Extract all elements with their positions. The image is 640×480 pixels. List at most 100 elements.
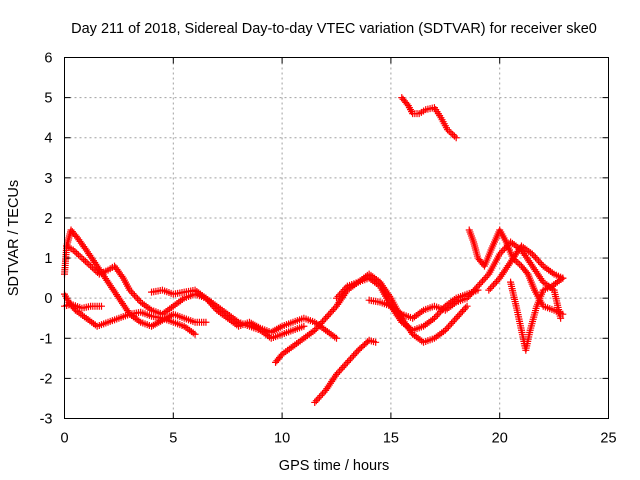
- data-point: [454, 313, 462, 321]
- y-tick-labels: -3 -2 -1 0 1 2 3 4 5 6: [40, 51, 53, 428]
- data-point: [312, 325, 320, 333]
- data-point: [447, 129, 455, 137]
- data-point: [486, 284, 494, 292]
- data-point: [339, 287, 347, 295]
- y-tick-label: 5: [44, 91, 52, 107]
- series-sat-g: [311, 336, 380, 406]
- data-point: [81, 257, 89, 265]
- series-sat-k: [465, 226, 567, 318]
- data-point: [450, 132, 458, 140]
- data-point: [129, 290, 137, 298]
- data-point: [523, 268, 531, 276]
- data-point: [336, 367, 344, 375]
- data-point: [135, 296, 143, 304]
- data-point: [320, 388, 328, 396]
- data-point: [479, 277, 487, 285]
- data-point: [81, 244, 89, 252]
- data-point: [126, 286, 134, 294]
- data-point: [328, 307, 336, 315]
- data-point: [559, 310, 567, 318]
- data-point: [403, 100, 411, 108]
- data-point: [210, 303, 218, 311]
- data-point: [340, 286, 348, 294]
- data-point: [320, 316, 328, 324]
- data-point: [475, 280, 483, 288]
- data-point: [494, 276, 502, 284]
- data-point: [530, 252, 538, 260]
- data-point: [457, 309, 465, 317]
- data-point: [491, 279, 499, 287]
- axis-ticks: [64, 57, 609, 419]
- y-axis-label: SDTVAR / TECUs: [6, 180, 22, 296]
- data-point: [472, 284, 480, 292]
- data-point: [333, 370, 340, 378]
- data-point: [535, 257, 543, 265]
- data-point: [319, 318, 327, 326]
- series-sat-j: [398, 94, 460, 142]
- data-point: [211, 304, 219, 312]
- series-sat-l: [507, 274, 567, 354]
- data-point: [83, 259, 91, 267]
- data-point: [317, 392, 325, 400]
- data-point: [97, 302, 105, 310]
- data-point: [448, 319, 456, 327]
- data-point: [480, 275, 488, 283]
- data-point: [202, 318, 210, 326]
- data-point: [485, 286, 493, 294]
- x-tick-label: 15: [383, 431, 399, 447]
- data-point: [340, 362, 348, 370]
- y-tick-label: -3: [40, 412, 53, 428]
- data-point: [469, 287, 477, 295]
- data-point: [449, 131, 457, 139]
- y-tick-label: 0: [44, 291, 52, 307]
- data-point: [434, 311, 442, 319]
- data-point: [80, 256, 88, 264]
- y-tick-label: 4: [44, 131, 52, 147]
- data-point: [364, 338, 372, 346]
- y-tick-label: 6: [44, 51, 52, 67]
- y-tick-label: -1: [40, 331, 53, 347]
- data-point: [430, 314, 438, 322]
- x-tick-label: 20: [492, 431, 508, 447]
- data-point: [342, 284, 350, 292]
- data-point: [441, 326, 449, 334]
- data-point: [311, 326, 319, 334]
- data-point: [559, 274, 567, 282]
- y-tick-label: 2: [44, 211, 52, 227]
- x-tick-labels: 0 5 10 15 20 25: [60, 431, 616, 447]
- data-point: [346, 355, 354, 363]
- data-point: [444, 323, 452, 331]
- data-point: [337, 365, 345, 373]
- data-point: [455, 311, 463, 319]
- series-sat-m: [485, 242, 567, 294]
- data-point: [339, 364, 347, 372]
- data-point: [331, 304, 339, 312]
- data-point: [329, 306, 337, 314]
- data-point: [73, 249, 81, 257]
- data-point: [353, 348, 361, 356]
- data-point: [497, 248, 505, 256]
- data-point: [536, 259, 544, 267]
- data-point: [207, 299, 215, 307]
- data-point: [460, 306, 468, 314]
- data-point: [348, 353, 356, 361]
- data-point: [118, 272, 126, 280]
- data-point: [208, 301, 216, 309]
- data-point: [333, 294, 340, 302]
- data-point: [315, 321, 323, 329]
- data-point: [342, 360, 350, 368]
- data-point: [432, 313, 440, 321]
- data-point: [499, 247, 507, 255]
- data-point: [465, 292, 473, 300]
- data-point: [134, 295, 142, 303]
- data-point: [325, 311, 333, 319]
- data-point: [488, 283, 496, 291]
- data-point: [202, 294, 210, 302]
- data-points: [61, 94, 567, 406]
- data-point: [452, 134, 460, 142]
- series-sat-h: [333, 274, 482, 334]
- y-tick-label: -2: [40, 371, 53, 387]
- x-tick-label: 10: [274, 431, 290, 447]
- data-point: [489, 281, 497, 289]
- data-point: [319, 390, 327, 398]
